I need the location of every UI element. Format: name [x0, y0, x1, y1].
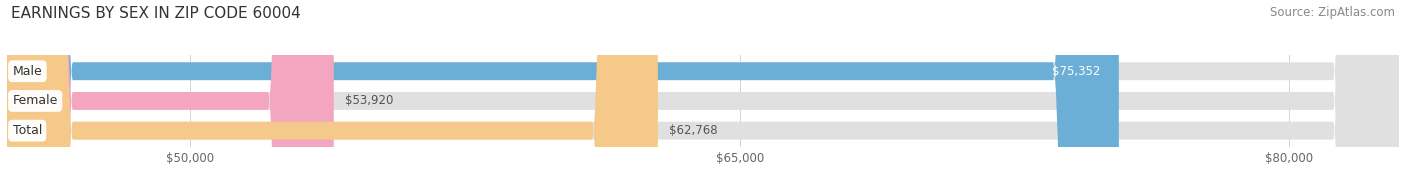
- FancyBboxPatch shape: [7, 0, 658, 196]
- Text: $75,352: $75,352: [1052, 65, 1101, 78]
- Text: EARNINGS BY SEX IN ZIP CODE 60004: EARNINGS BY SEX IN ZIP CODE 60004: [11, 6, 301, 21]
- Text: $62,768: $62,768: [669, 124, 717, 137]
- FancyBboxPatch shape: [7, 0, 1119, 196]
- Text: Source: ZipAtlas.com: Source: ZipAtlas.com: [1270, 6, 1395, 19]
- Text: Female: Female: [13, 94, 58, 107]
- Text: Total: Total: [13, 124, 42, 137]
- FancyBboxPatch shape: [7, 0, 333, 196]
- Text: Male: Male: [13, 65, 42, 78]
- Text: $53,920: $53,920: [344, 94, 394, 107]
- FancyBboxPatch shape: [7, 0, 1399, 196]
- FancyBboxPatch shape: [7, 0, 1399, 196]
- FancyBboxPatch shape: [7, 0, 1399, 196]
